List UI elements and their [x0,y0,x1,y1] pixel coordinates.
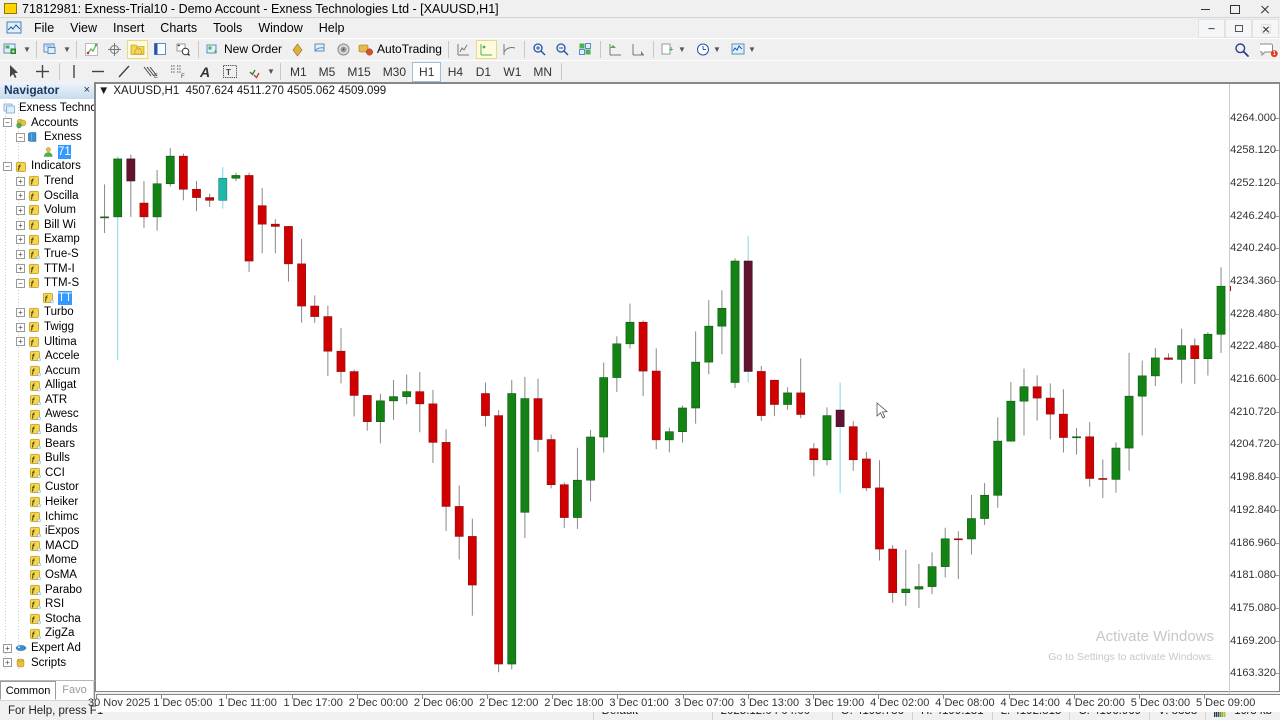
svg-text:T: T [226,68,231,77]
svg-text:F: F [181,74,185,79]
svg-text:1: 1 [1273,51,1276,57]
svg-text:E: E [154,74,158,79]
